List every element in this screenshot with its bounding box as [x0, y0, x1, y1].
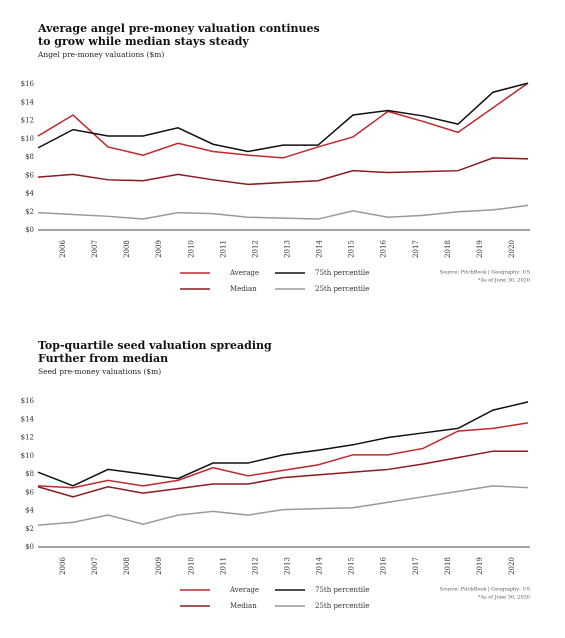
- y-tick-label: $4: [25, 507, 34, 515]
- x-tick-label: 2016: [380, 557, 388, 575]
- legend-label: 25th percentile: [315, 285, 369, 293]
- legend-label: Median: [230, 285, 257, 293]
- x-tick-label: 2013: [284, 557, 292, 575]
- y-tick-label: $0: [25, 226, 34, 234]
- y-tick-label: $4: [25, 190, 34, 198]
- legend-label: Average: [229, 269, 259, 277]
- note: *As of June 30, 2020: [478, 595, 530, 601]
- y-tick-label: $16: [21, 397, 35, 405]
- x-tick-label: 2014: [316, 240, 324, 258]
- y-tick-label: $6: [25, 171, 34, 179]
- series-line: [37, 82, 529, 153]
- x-tick-label: 2011: [219, 240, 227, 258]
- y-tick-label: $12: [21, 434, 34, 442]
- y-tick-label: $10: [21, 135, 34, 143]
- y-tick-label: $8: [25, 153, 34, 161]
- x-tick-label: 2008: [123, 240, 131, 258]
- chart-subtitle: Seed pre-money valuations ($m): [38, 367, 161, 376]
- x-tick-label: 2011: [219, 557, 227, 575]
- x-tick-label: 2012: [251, 557, 259, 575]
- source: Source: PitchBook | Geography: US: [440, 270, 531, 276]
- chart-title: Further from median: [38, 352, 168, 365]
- x-tick-label: 2015: [348, 240, 356, 258]
- x-tick-label: 2010: [187, 557, 195, 575]
- x-tick-label: 2020: [508, 557, 516, 575]
- y-tick-label: $2: [25, 208, 34, 216]
- x-tick-label: 2018: [444, 557, 452, 575]
- legend-label: Median: [230, 602, 257, 610]
- x-tick-label: 2019: [476, 557, 484, 575]
- y-tick-label: $2: [25, 525, 34, 533]
- x-tick-label: 2006: [59, 240, 67, 258]
- y-tick-label: $8: [25, 470, 34, 478]
- y-tick-label: $14: [21, 415, 35, 423]
- x-tick-label: 2013: [284, 240, 292, 258]
- x-tick-label: 2019: [476, 240, 484, 258]
- series-line: [37, 82, 529, 159]
- series-line: [37, 204, 529, 220]
- x-tick-label: 2007: [91, 557, 99, 575]
- x-tick-label: 2017: [412, 240, 420, 258]
- x-tick-label: 2020: [508, 240, 516, 258]
- series-line: [37, 401, 529, 487]
- x-tick-label: 2006: [59, 557, 67, 575]
- x-tick-label: 2009: [155, 557, 163, 575]
- y-tick-label: $16: [21, 80, 35, 88]
- chart-title: to grow while median stays steady: [38, 35, 249, 48]
- x-tick-label: 2010: [187, 240, 195, 258]
- chart-title: Average angel pre-money valuation contin…: [37, 22, 320, 35]
- x-tick-label: 2012: [251, 240, 259, 258]
- x-tick-label: 2009: [155, 240, 163, 258]
- note: *As of June 30, 2020: [478, 278, 530, 284]
- x-tick-label: 2008: [123, 557, 131, 575]
- chart-title: Top-quartile seed valuation spreading: [38, 339, 272, 352]
- chart-subtitle: Angel pre-money valuations ($m): [37, 50, 164, 59]
- series-line: [37, 450, 528, 498]
- legend-label: Average: [229, 586, 259, 594]
- x-tick-label: 2007: [91, 240, 99, 258]
- x-tick-label: 2018: [444, 240, 452, 258]
- x-tick-label: 2015: [348, 557, 356, 575]
- y-tick-label: $14: [21, 98, 35, 106]
- x-tick-label: 2016: [380, 240, 388, 258]
- series-line: [37, 422, 529, 489]
- legend-label: 75th percentile: [315, 586, 369, 594]
- series-line: [37, 157, 529, 186]
- x-tick-label: 2014: [316, 557, 324, 575]
- source: Source: PitchBook | Geography: US: [440, 587, 531, 593]
- legend-label: 75th percentile: [315, 269, 369, 277]
- x-tick-label: 2017: [412, 557, 420, 575]
- y-tick-label: $12: [21, 117, 34, 125]
- y-tick-label: $6: [25, 488, 34, 496]
- y-tick-label: $10: [21, 452, 34, 460]
- legend-label: 25th percentile: [315, 602, 369, 610]
- series-line: [37, 485, 529, 526]
- y-tick-label: $0: [25, 543, 34, 551]
